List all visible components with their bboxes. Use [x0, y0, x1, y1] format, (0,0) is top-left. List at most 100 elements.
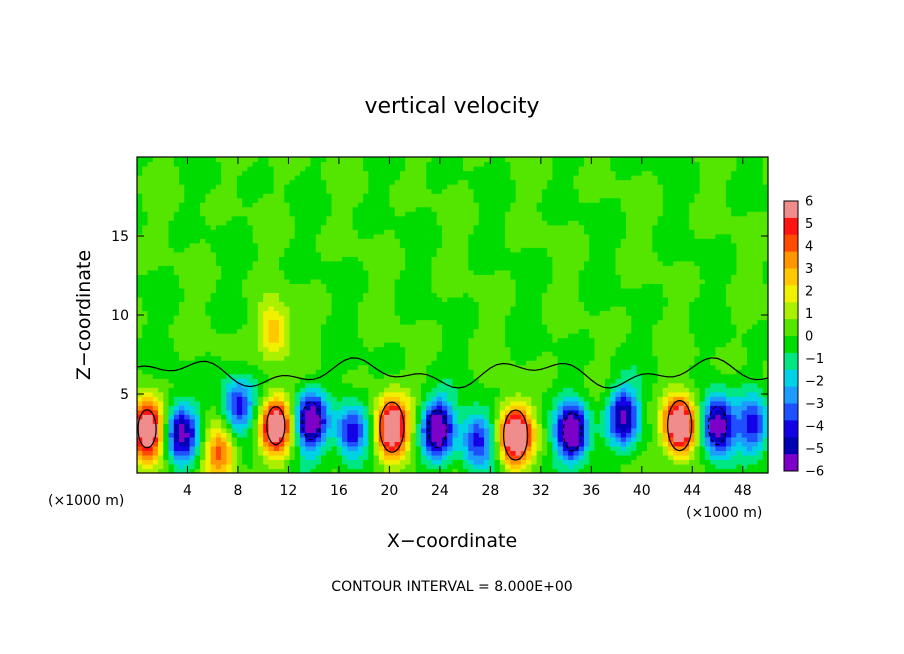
field-cell [441, 396, 448, 402]
field-cell [389, 238, 396, 244]
field-cell [152, 215, 159, 221]
field-cell [468, 328, 475, 334]
field-cell [505, 202, 511, 208]
field-cell [147, 328, 154, 334]
field-cell [273, 346, 280, 352]
field-cell [205, 269, 212, 275]
field-cell [389, 278, 396, 284]
field-cell [147, 166, 154, 172]
field-cell [347, 161, 354, 167]
field-cell [389, 269, 396, 275]
field-cell [221, 233, 227, 239]
field-cell [420, 333, 427, 339]
field-cell [457, 463, 464, 470]
field-cell [447, 283, 454, 289]
field-cell [173, 454, 180, 461]
field-cell [405, 454, 412, 461]
field-cell [415, 324, 422, 330]
field-cell [384, 161, 390, 167]
field-cell [415, 238, 422, 244]
field-cell [415, 459, 422, 465]
field-cell [168, 468, 175, 473]
field-cell [431, 468, 438, 473]
field-cell [436, 328, 443, 334]
field-cell [489, 179, 496, 185]
field-cell [194, 292, 201, 298]
field-cell [163, 423, 170, 429]
field-cell [278, 445, 285, 452]
field-cell [426, 445, 433, 452]
field-cell [510, 391, 517, 397]
field-cell [210, 441, 217, 447]
field-cell [394, 342, 401, 348]
field-cell [373, 238, 380, 244]
field-cell [331, 193, 338, 199]
field-cell [484, 269, 490, 275]
field-cell [373, 188, 380, 194]
field-cell [389, 405, 396, 411]
field-cell [457, 391, 464, 397]
field-cell [326, 409, 333, 415]
field-cell [257, 184, 264, 190]
field-cell [436, 355, 443, 361]
field-cell [210, 193, 217, 199]
field-cell [505, 418, 511, 424]
field-cell [426, 360, 433, 366]
field-cell [147, 342, 154, 348]
field-cell [194, 436, 201, 442]
field-cell [168, 229, 175, 235]
field-cell [342, 423, 348, 429]
field-cell [384, 346, 390, 352]
field-cell [415, 369, 422, 375]
field-cell [300, 251, 306, 257]
field-cell [205, 188, 212, 194]
field-cell [373, 378, 380, 384]
field-cell [431, 324, 438, 330]
field-cell [200, 337, 206, 343]
field-cell [457, 414, 464, 420]
field-cell [236, 400, 243, 406]
field-cell [273, 301, 280, 307]
field-cell [342, 256, 348, 262]
field-cell [336, 175, 343, 181]
field-cell [342, 351, 348, 357]
field-cell [384, 224, 390, 230]
field-cell [484, 170, 490, 176]
field-cell [142, 265, 149, 271]
field-cell [137, 260, 143, 266]
field-cell [231, 233, 238, 239]
field-cell [494, 328, 501, 334]
field-cell [263, 405, 270, 411]
field-cell [152, 269, 159, 275]
field-cell [300, 215, 306, 221]
field-cell [147, 184, 154, 190]
field-cell [373, 369, 380, 375]
field-cell [310, 301, 317, 307]
field-cell [426, 450, 433, 456]
field-cell [268, 305, 275, 312]
field-cell [331, 170, 338, 176]
field-cell [278, 184, 285, 190]
field-cell [399, 247, 406, 253]
field-cell [342, 310, 348, 316]
field-cell [215, 391, 222, 397]
field-cell [357, 193, 364, 199]
field-cell [336, 423, 343, 429]
field-cell [147, 319, 154, 325]
field-cell [326, 278, 333, 284]
field-cell [252, 373, 259, 379]
field-cell [347, 387, 354, 393]
field-cell [189, 188, 196, 194]
field-cell [378, 400, 385, 406]
field-cell [268, 256, 275, 262]
field-cell [441, 197, 448, 203]
field-cell [300, 292, 306, 298]
field-cell [505, 197, 511, 203]
field-cell [179, 292, 185, 298]
field-cell [384, 184, 390, 190]
field-cell [147, 197, 154, 203]
field-cell [420, 378, 427, 384]
field-cell [242, 265, 249, 271]
field-cell [436, 179, 443, 185]
field-cell [142, 305, 149, 312]
